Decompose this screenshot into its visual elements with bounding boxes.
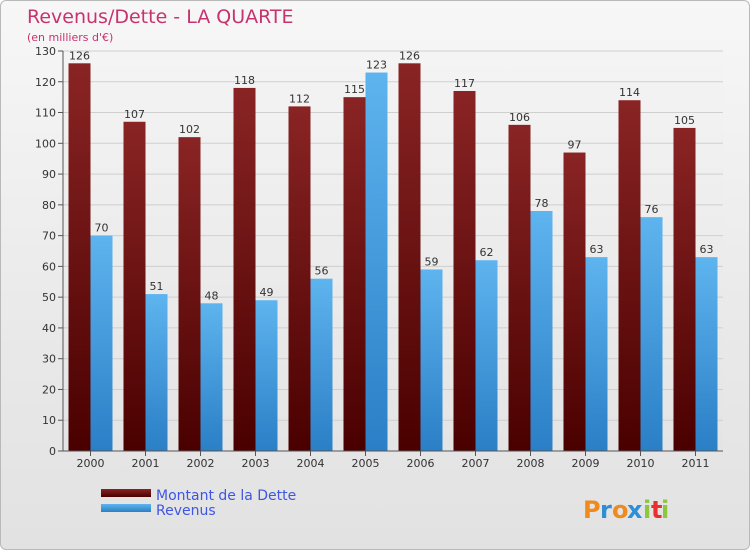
logo-letter: i [661,496,669,524]
x-tick-label: 2005 [352,457,380,470]
chart-title: Revenus/Dette - LA QUARTE [27,6,294,28]
x-tick-label: 2009 [572,457,600,470]
x-tick-label: 2011 [682,457,710,470]
bar-dette-label: 112 [289,92,310,105]
logo-letter: i [643,496,651,524]
bar-revenus-label: 51 [150,280,164,293]
bar-revenus-label: 70 [95,222,109,235]
y-tick-label: 10 [42,414,56,427]
y-axis-ticks: 0 10 20 30 40 50 60 70 80 90 100 110 120 130 [35,45,64,458]
x-axis-ticks: 2000 2001 2002 2003 2004 2005 2006 2007 2008 2009… [63,450,723,470]
y-tick-label: 120 [35,76,56,89]
y-tick-label: 30 [42,353,56,366]
bar-dette-label: 114 [619,86,640,99]
bar-dette-label: 117 [454,77,475,90]
bar-revenus [640,217,663,451]
bar-revenus [255,300,278,451]
bar-dette [288,106,311,451]
bar-revenus [695,257,718,451]
bar-dette [453,91,476,451]
bar-revenus [310,278,333,451]
x-tick-label: 2004 [297,457,325,470]
bar-dette [398,63,421,452]
bar-dette [673,127,696,451]
legend-label-revenus: Revenus [156,503,216,519]
grid-lines [63,50,723,452]
bar-revenus-label: 59 [425,255,439,268]
y-tick-label: 110 [35,107,56,120]
x-tick-label: 2007 [462,457,490,470]
bar-revenus [475,260,498,451]
bar-revenus [200,303,223,451]
x-tick-label: 2000 [77,457,105,470]
bar-revenus [530,211,553,451]
x-tick-label: 2002 [187,457,215,470]
bar-dette-label: 126 [69,49,90,62]
bar-dette [178,137,201,451]
bar-dette [343,97,366,452]
bar-dette-label: 115 [344,83,365,96]
legend: Montant de la Dette Revenus [101,488,296,519]
bar-revenus-label: 63 [590,243,604,256]
bar-dette-label: 126 [399,49,420,62]
bar-dette [233,87,256,451]
plot-area [63,51,723,451]
logo-letter: r [600,496,612,524]
x-tick-label: 2001 [132,457,160,470]
bar-revenus-label: 56 [315,265,329,278]
x-tick-label: 2003 [242,457,270,470]
y-tick-label: 50 [42,291,56,304]
bar-revenus [420,269,443,451]
y-tick-label: 0 [49,445,56,458]
y-tick-label: 90 [42,168,56,181]
bar-revenus-label: 62 [480,246,494,259]
bar-revenus [145,294,168,451]
bar-revenus [365,72,388,452]
bar-dette-label: 97 [568,139,582,152]
logo-letter: x [627,496,643,524]
bar-revenus-label: 48 [205,289,219,302]
bar-dette [68,63,91,452]
x-tick-label: 2008 [517,457,545,470]
y-tick-label: 60 [42,260,56,273]
bar-dette-label: 106 [509,111,530,124]
legend-swatch-dette [101,489,151,497]
bar-revenus-label: 123 [366,59,387,72]
bar-revenus-label: 49 [260,286,274,299]
y-tick-label: 130 [35,45,56,58]
logo-letter: P [583,496,601,524]
y-tick-label: 80 [42,199,56,212]
logo-letter: t [651,496,662,524]
y-tick-label: 70 [42,230,56,243]
y-tick-label: 100 [35,137,56,150]
y-tick-label: 20 [42,383,56,396]
y-tick-label: 40 [42,322,56,335]
bar-dette-label: 102 [179,123,200,136]
x-tick-label: 2010 [627,457,655,470]
x-tick-label: 2006 [407,457,435,470]
bar-dette [618,100,641,451]
bar-revenus-label: 78 [535,197,549,210]
bar-dette [123,121,146,452]
bar-revenus [90,235,113,451]
legend-swatch-revenus [101,504,151,512]
bar-dette-label: 105 [674,114,695,127]
bar-revenus [585,257,608,451]
logo-letter: o [612,496,629,524]
bar-dette-label: 118 [234,74,255,87]
bar-revenus-label: 76 [645,203,659,216]
bar-dette [508,124,531,451]
legend-label-dette: Montant de la Dette [156,488,296,504]
bar-revenus-label: 63 [700,243,714,256]
bar-dette-label: 107 [124,108,145,121]
bar-dette [563,152,586,452]
chart-subtitle: (en milliers d'€) [27,31,113,44]
